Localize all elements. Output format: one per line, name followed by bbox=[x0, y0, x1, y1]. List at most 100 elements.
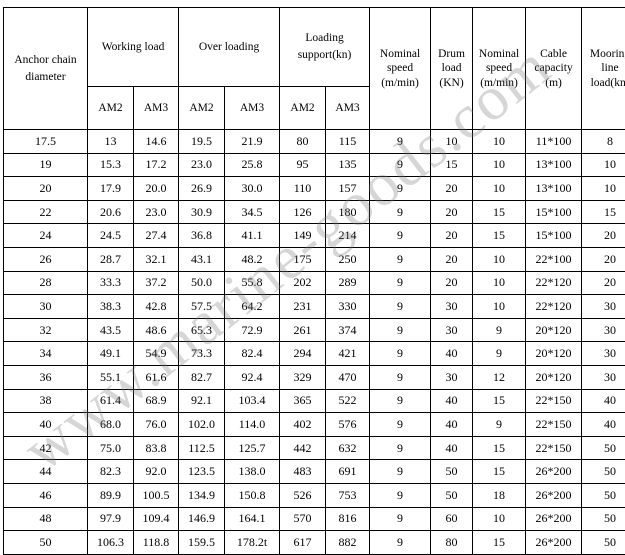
screenshot-root: www.marine-goods.com Anchor chain diamet… bbox=[0, 0, 625, 474]
table-cell: 9 bbox=[370, 318, 431, 342]
table-cell: 10 bbox=[582, 153, 625, 177]
table-cell: 46 bbox=[4, 483, 88, 507]
table-cell: 250 bbox=[326, 247, 370, 271]
table-cell: 26*200 bbox=[526, 507, 582, 531]
table-cell: 570 bbox=[280, 507, 326, 531]
table-cell: 20.0 bbox=[134, 177, 179, 201]
header-anchor-chain-diameter-line2: diameter bbox=[4, 69, 87, 86]
table-cell: 73.3 bbox=[179, 342, 225, 366]
table-cell: 38 bbox=[4, 389, 88, 413]
table-cell: 17.2 bbox=[134, 153, 179, 177]
header-nominal-speed-cable: Nominal speed (m/min) bbox=[473, 8, 526, 130]
table-cell: 32.1 bbox=[134, 247, 179, 271]
table-cell: 112.5 bbox=[179, 436, 225, 460]
table-cell: 25.8 bbox=[225, 153, 280, 177]
table-cell: 40 bbox=[431, 342, 473, 366]
table-cell: 40 bbox=[582, 389, 625, 413]
table-cell: 12 bbox=[473, 365, 526, 389]
table-cell: 10 bbox=[473, 247, 526, 271]
table-cell: 57.5 bbox=[179, 295, 225, 319]
table-cell: 691 bbox=[326, 460, 370, 484]
table-cell: 20*120 bbox=[526, 342, 582, 366]
table-cell: 100.5 bbox=[134, 483, 179, 507]
header-nominal-speed-drum-line2: speed bbox=[370, 61, 430, 75]
table-cell: 10 bbox=[431, 130, 473, 154]
table-cell: 402 bbox=[280, 413, 326, 437]
table-cell: 126 bbox=[280, 200, 326, 224]
header-loading-support-line1: Loading bbox=[280, 30, 369, 47]
table-cell: 15 bbox=[582, 200, 625, 224]
table-cell: 261 bbox=[280, 318, 326, 342]
table-cell: 75.0 bbox=[88, 436, 134, 460]
table-cell: 110 bbox=[280, 177, 326, 201]
subheader-working-load-am3: AM3 bbox=[134, 87, 179, 130]
spec-table-container: Anchor chain diameter Working load Over … bbox=[3, 7, 625, 555]
table-header-row-primary: Anchor chain diameter Working load Over … bbox=[4, 8, 625, 87]
table-cell: 80 bbox=[431, 531, 473, 555]
table-cell: 19 bbox=[4, 153, 88, 177]
anchor-chain-spec-table: Anchor chain diameter Working load Over … bbox=[3, 7, 625, 555]
table-cell: 40 bbox=[4, 413, 88, 437]
table-cell: 28 bbox=[4, 271, 88, 295]
table-cell: 40 bbox=[582, 413, 625, 437]
table-cell: 20*120 bbox=[526, 365, 582, 389]
table-cell: 41.1 bbox=[225, 224, 280, 248]
header-mooring-line-load-line1: Mooring bbox=[582, 47, 625, 61]
header-cable-capacity: Cable capacity (m) bbox=[526, 8, 582, 130]
table-cell: 42.8 bbox=[134, 295, 179, 319]
table-cell: 23.0 bbox=[179, 153, 225, 177]
table-cell: 33.3 bbox=[88, 271, 134, 295]
table-cell: 68.9 bbox=[134, 389, 179, 413]
table-cell: 632 bbox=[326, 436, 370, 460]
table-cell: 9 bbox=[370, 177, 431, 201]
table-cell: 202 bbox=[280, 271, 326, 295]
table-cell: 9 bbox=[370, 130, 431, 154]
table-cell: 83.8 bbox=[134, 436, 179, 460]
table-cell: 9 bbox=[370, 507, 431, 531]
table-cell: 20.6 bbox=[88, 200, 134, 224]
header-nominal-speed-drum-line3: (m/min) bbox=[370, 76, 430, 90]
table-cell: 30 bbox=[431, 295, 473, 319]
table-cell: 123.5 bbox=[179, 460, 225, 484]
table-cell: 9 bbox=[370, 224, 431, 248]
table-cell: 10 bbox=[473, 295, 526, 319]
table-cell: 50 bbox=[582, 436, 625, 460]
table-cell: 22*120 bbox=[526, 295, 582, 319]
table-cell: 14.6 bbox=[134, 130, 179, 154]
table-cell: 374 bbox=[326, 318, 370, 342]
table-cell: 118.8 bbox=[134, 531, 179, 555]
table-cell: 92.4 bbox=[225, 365, 280, 389]
table-cell: 20 bbox=[582, 271, 625, 295]
table-cell: 8 bbox=[582, 130, 625, 154]
table-cell: 134.9 bbox=[179, 483, 225, 507]
table-cell: 106.3 bbox=[88, 531, 134, 555]
header-mooring-line-load: Mooring line load(kn) bbox=[582, 8, 625, 130]
table-cell: 10 bbox=[582, 177, 625, 201]
table-cell: 135 bbox=[326, 153, 370, 177]
table-cell: 9 bbox=[473, 342, 526, 366]
table-cell: 30 bbox=[431, 318, 473, 342]
table-cell: 159.5 bbox=[179, 531, 225, 555]
header-drum-load: Drum load (KN) bbox=[431, 8, 473, 130]
table-cell: 30 bbox=[582, 318, 625, 342]
table-cell: 38.3 bbox=[88, 295, 134, 319]
table-cell: 34.5 bbox=[225, 200, 280, 224]
table-cell: 26.9 bbox=[179, 177, 225, 201]
table-cell: 50 bbox=[582, 483, 625, 507]
header-nominal-speed-drum-line1: Nominal bbox=[370, 47, 430, 61]
table-cell: 15*100 bbox=[526, 224, 582, 248]
table-cell: 20 bbox=[431, 200, 473, 224]
table-cell: 20 bbox=[582, 247, 625, 271]
table-cell: 109.4 bbox=[134, 507, 179, 531]
header-nominal-speed-cable-line1: Nominal bbox=[473, 47, 525, 61]
header-mooring-line-load-line3: load(kn) bbox=[582, 76, 625, 90]
table-cell: 9 bbox=[370, 295, 431, 319]
header-nominal-speed-cable-line2: speed bbox=[473, 61, 525, 75]
table-cell: 17.5 bbox=[4, 130, 88, 154]
table-cell: 9 bbox=[370, 460, 431, 484]
